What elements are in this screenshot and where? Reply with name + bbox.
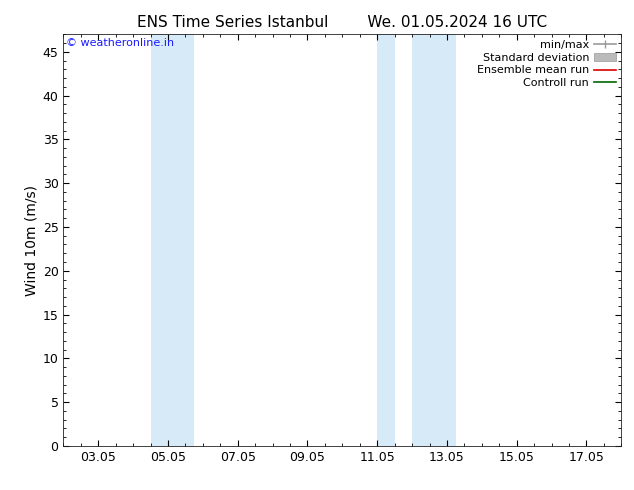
- Text: © weatheronline.in: © weatheronline.in: [66, 38, 174, 49]
- Title: ENS Time Series Istanbul        We. 01.05.2024 16 UTC: ENS Time Series Istanbul We. 01.05.2024 …: [138, 15, 547, 30]
- Bar: [150, 34, 194, 446]
- Y-axis label: Wind 10m (m/s): Wind 10m (m/s): [25, 185, 39, 295]
- Bar: [377, 34, 394, 446]
- Bar: [412, 34, 456, 446]
- Legend: min/max, Standard deviation, Ensemble mean run, Controll run: min/max, Standard deviation, Ensemble me…: [474, 37, 619, 92]
